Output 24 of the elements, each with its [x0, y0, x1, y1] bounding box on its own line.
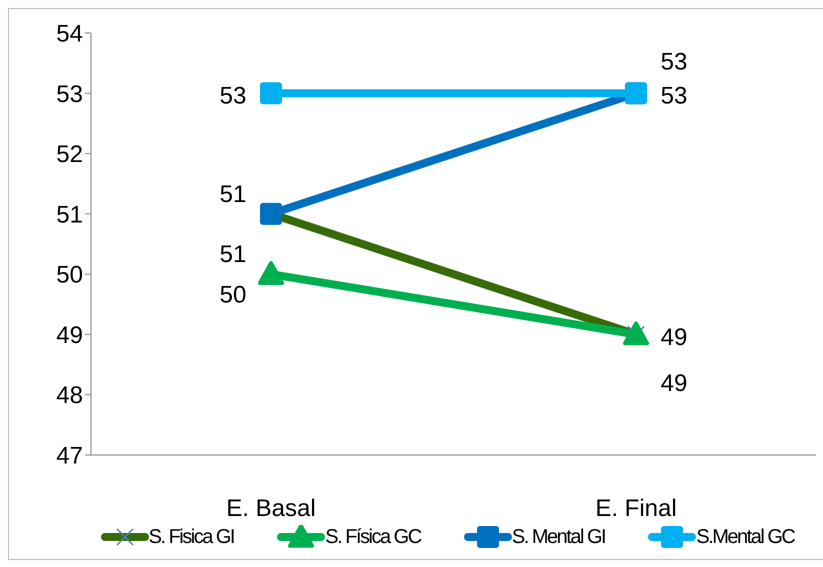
legend-label: S. Física GC — [324, 525, 421, 549]
point — [260, 82, 282, 104]
data-label: 53 — [660, 82, 688, 110]
data-label: 49 — [660, 370, 688, 397]
x-tick-label: E. Basal — [226, 495, 316, 522]
legend-label: S. Mental GI — [510, 525, 606, 549]
x-tick-label: E. Final — [595, 495, 677, 522]
data-label: 51 — [220, 241, 246, 268]
data-label: 49 — [660, 324, 688, 351]
y-tick-label: 50 — [56, 262, 83, 289]
legend-label: S. Fisica GI — [148, 525, 234, 549]
y-tick-label: 49 — [56, 322, 83, 349]
point — [260, 202, 282, 225]
y-tick-label: 54 — [56, 20, 83, 48]
data-label: 50 — [220, 281, 246, 308]
y-tick-label: 51 — [56, 201, 83, 228]
data-label: 53 — [220, 82, 246, 110]
legend-label: S.Mental GC — [695, 525, 794, 549]
y-tick-label: 53 — [56, 80, 83, 108]
data-label: 53 — [660, 48, 688, 76]
y-tick-label: 48 — [56, 382, 83, 410]
y-tick-label: 52 — [56, 141, 83, 168]
data-label: 51 — [220, 181, 246, 208]
y-tick-label: 47 — [56, 442, 83, 470]
